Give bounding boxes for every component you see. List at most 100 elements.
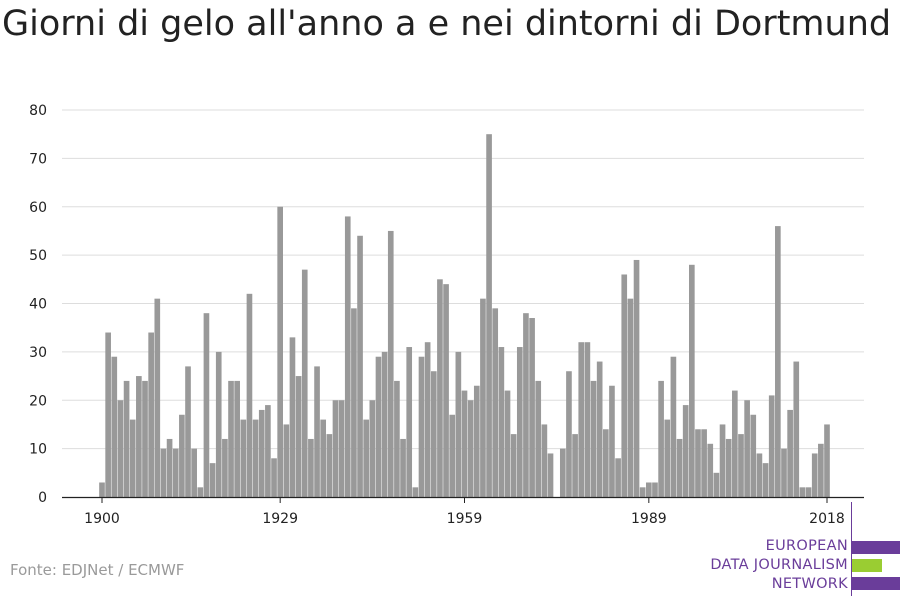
bar-1930: [283, 424, 290, 497]
bar-1922: [234, 380, 240, 497]
y-tick-label: 20: [29, 393, 47, 409]
bar-2015: [805, 487, 812, 497]
bar-1959: [461, 390, 468, 497]
bar-1983: [609, 385, 615, 497]
bar-2012: [787, 409, 793, 497]
bar-1952: [418, 356, 425, 497]
bar-1951: [412, 487, 419, 497]
bar-2001: [719, 424, 726, 497]
bar-1946: [381, 351, 388, 498]
bar-1988: [639, 487, 646, 497]
bar-1975: [559, 448, 566, 498]
x-tick-label: 1900: [84, 511, 120, 527]
bar-1955: [437, 279, 443, 497]
bar-1924: [246, 293, 253, 497]
bar-2000: [713, 472, 720, 497]
bar-1917: [203, 313, 210, 497]
x-axis: 1900 1929 1959 1989 2018: [62, 496, 864, 527]
bar-1960: [467, 400, 474, 497]
bar-1940: [344, 216, 351, 497]
bar-2010: [775, 226, 781, 497]
bar-2004: [738, 434, 744, 497]
bar-1903: [117, 400, 124, 497]
bar-2009: [768, 395, 775, 497]
bar-1949: [400, 438, 406, 497]
bars: [99, 134, 830, 498]
bar-1916: [197, 487, 204, 497]
bar-1921: [228, 380, 234, 497]
bar-1961: [473, 385, 480, 497]
bar-2014: [799, 487, 806, 497]
bar-1984: [615, 458, 621, 497]
chart-title: Giorni di gelo all'anno a e nei dintorni…: [2, 4, 892, 44]
bar-2011: [781, 448, 787, 498]
bar-1996: [689, 264, 695, 497]
bar-1994: [676, 438, 683, 497]
bar-1936: [320, 419, 327, 497]
bar-1998: [701, 429, 707, 497]
bar-1976: [566, 371, 572, 497]
bar-2018: [824, 424, 830, 497]
bar-1967: [510, 434, 517, 497]
bar-1920: [222, 438, 228, 497]
bar-1993: [670, 356, 677, 497]
y-axis: 0 10 20 30 40 50 60 70 80: [29, 103, 47, 506]
y-tick-label: 70: [29, 151, 47, 167]
bar-1962: [480, 298, 486, 497]
y-tick-label: 0: [38, 490, 47, 506]
bar-1928: [271, 458, 277, 497]
bar-1942: [357, 235, 363, 497]
bar-1919: [215, 351, 222, 498]
bar-1937: [326, 434, 333, 497]
bar-1938: [332, 400, 339, 497]
bar-1901: [105, 332, 111, 497]
bar-1927: [265, 405, 271, 497]
bar-1914: [185, 366, 191, 497]
y-tick-label: 10: [29, 442, 47, 458]
y-tick-label: 60: [29, 200, 47, 216]
source-note: Fonte: EDJNet / ECMWF: [10, 561, 185, 579]
logo-divider: [851, 502, 852, 596]
bar-1985: [621, 274, 628, 497]
bar-2003: [732, 390, 738, 497]
bar-1907: [142, 380, 148, 497]
bar-1912: [172, 448, 179, 498]
bar-1977: [572, 434, 578, 497]
bar-1929: [277, 206, 283, 497]
bar-2005: [744, 400, 750, 497]
bar-1995: [682, 405, 689, 497]
bar-1969: [523, 313, 529, 497]
bar-1966: [504, 390, 511, 497]
x-tick-label: 1929: [262, 511, 298, 527]
bar-1910: [160, 448, 167, 498]
bar-1981: [596, 361, 603, 497]
bar-1947: [387, 230, 394, 497]
x-tick-label: 1989: [631, 511, 667, 527]
bar-1958: [455, 351, 462, 498]
bar-1905: [129, 419, 136, 497]
bar-1964: [492, 308, 499, 497]
logo-bar-bottom: [852, 577, 900, 590]
bar-1997: [695, 429, 701, 497]
bar-1991: [658, 380, 664, 497]
bar-1945: [375, 356, 382, 497]
bar-1956: [443, 284, 449, 497]
bar-1900: [99, 482, 105, 497]
bar-1904: [123, 380, 130, 497]
edjnet-logo: EUROPEAN DATA JOURNALISM NETWORK: [700, 502, 900, 596]
bar-1925: [252, 419, 259, 497]
bar-1973: [547, 453, 554, 497]
bar-2007: [756, 453, 763, 497]
bar-1992: [664, 419, 671, 497]
bar-1906: [136, 376, 142, 497]
bar-2016: [811, 453, 818, 497]
bar-1943: [363, 419, 370, 497]
bar-1986: [627, 298, 634, 497]
bar-1935: [314, 366, 320, 497]
bar-1911: [166, 438, 173, 497]
bar-1979: [584, 342, 591, 497]
x-tick-label: 1959: [447, 511, 483, 527]
bar-1989: [646, 482, 652, 497]
bar-1954: [430, 371, 437, 497]
